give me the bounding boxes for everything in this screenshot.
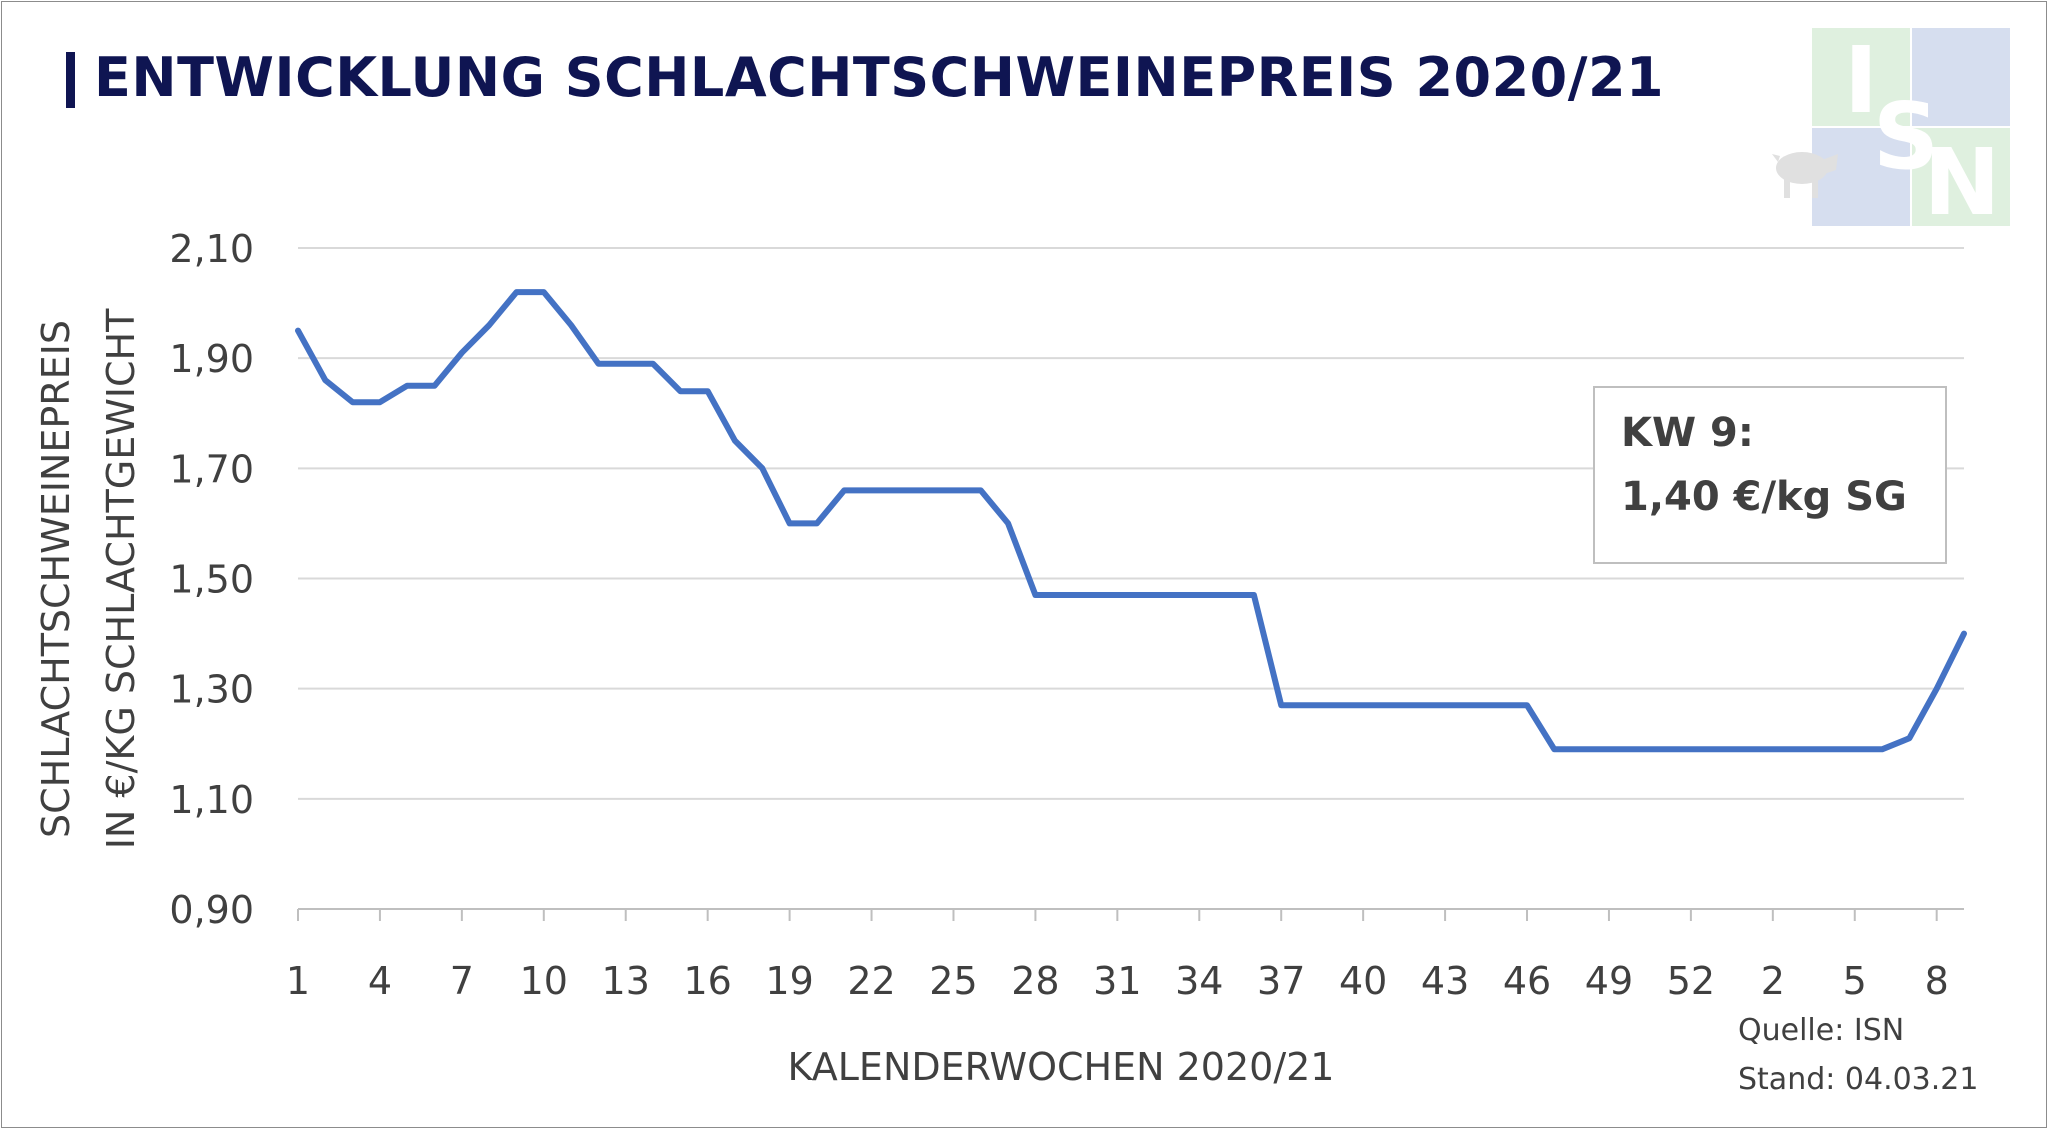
x-tick-label: 16 xyxy=(683,959,731,1003)
x-tick-label: 22 xyxy=(847,959,895,1003)
y-tick-label: 2,10 xyxy=(169,227,254,271)
gridlines xyxy=(298,247,1964,910)
x-axis-ticks: 1 4 7 10 13 16 19 22 25 28 31 34 37 40 43 46 49 52 2 5 8 xyxy=(286,959,1949,1003)
y-tick-label: 1,90 xyxy=(169,337,254,381)
x-tick-label: 8 xyxy=(1925,959,1949,1003)
y-tick-label: 1,10 xyxy=(169,778,254,822)
x-axis xyxy=(297,908,1964,921)
logo-tile-top-left xyxy=(1812,28,1910,126)
y-tick-label: 1,50 xyxy=(169,558,254,602)
x-tick-label: 31 xyxy=(1093,959,1141,1003)
x-tick-label: 37 xyxy=(1257,959,1305,1003)
y-axis-title: SCHLACHTSCHWEINEPREIS xyxy=(34,320,78,838)
x-tick-label: 19 xyxy=(765,959,813,1003)
price-series-line xyxy=(295,289,1967,753)
y-tick-label: 1,30 xyxy=(169,668,254,712)
x-tick-label: 28 xyxy=(1011,959,1059,1003)
x-tick-label: 7 xyxy=(450,959,474,1003)
x-tick-label: 46 xyxy=(1503,959,1551,1003)
title-accent-bar xyxy=(66,52,75,108)
logo-letter-i: I xyxy=(1844,28,1878,134)
y-tick-label: 0,90 xyxy=(169,888,254,932)
annotation-box: KW 9: 1,40 €/kg SG xyxy=(1593,386,1947,564)
x-tick-label: 52 xyxy=(1667,959,1715,1003)
logo-tile-top-right xyxy=(1912,28,2010,126)
logo-letter-n: N xyxy=(1924,129,2001,228)
x-tick-label: 40 xyxy=(1339,959,1387,1003)
x-tick-label: 1 xyxy=(286,959,310,1003)
x-tick-label: 13 xyxy=(602,959,650,1003)
logo-letter-s: S xyxy=(1873,83,1939,190)
x-tick-label: 49 xyxy=(1585,959,1633,1003)
annotation-price: 1,40 €/kg SG xyxy=(1621,474,1907,520)
isn-logo: I S N xyxy=(1772,28,2010,228)
x-tick-label: 25 xyxy=(929,959,977,1003)
source-label: Quelle: ISN xyxy=(1738,1013,1905,1048)
x-tick-label: 34 xyxy=(1175,959,1223,1003)
chart-title: ENTWICKLUNG SCHLACHTSCHWEINEPREIS 2020/2… xyxy=(94,46,1665,109)
logo-tile-bottom-right xyxy=(1912,128,2010,226)
x-tick-label: 10 xyxy=(520,959,568,1003)
y-tick-label: 1,70 xyxy=(169,447,254,491)
x-tick-label: 2 xyxy=(1761,959,1785,1003)
x-tick-label: 5 xyxy=(1843,959,1867,1003)
x-tick-label: 43 xyxy=(1421,959,1469,1003)
pig-icon xyxy=(1772,152,1838,198)
logo-tile-bottom-left xyxy=(1812,128,1910,226)
y-axis-subtitle: IN €/KG SCHLACHTGEWICHT xyxy=(99,308,143,849)
x-tick-label: 4 xyxy=(368,959,392,1003)
annotation-week: KW 9: xyxy=(1621,410,1754,456)
y-axis-ticks: 0,90 1,10 1,30 1,50 1,70 1,90 2,10 xyxy=(169,227,254,932)
x-axis-title: KALENDERWOCHEN 2020/21 xyxy=(788,1045,1335,1089)
date-label: Stand: 04.03.21 xyxy=(1738,1062,1979,1097)
